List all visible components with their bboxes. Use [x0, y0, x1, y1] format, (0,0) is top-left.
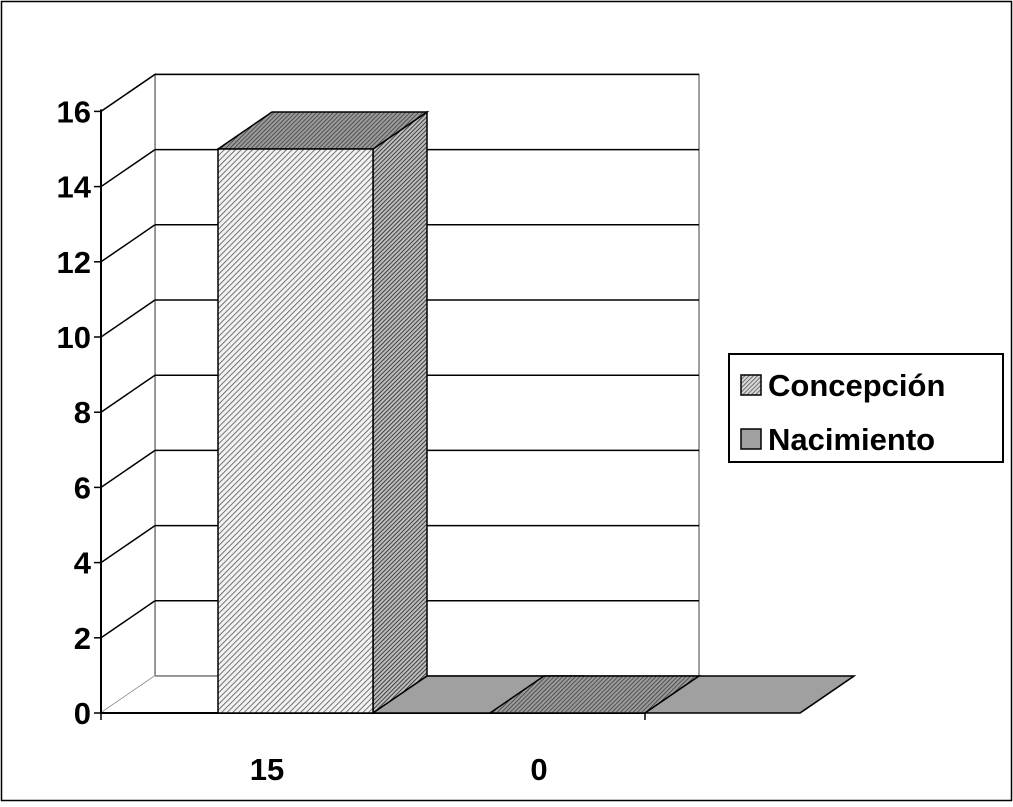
- gridline-side: [100, 600, 156, 639]
- legend-swatch-nacimiento: [740, 428, 762, 450]
- gridline-side: [100, 73, 156, 113]
- gridline-side: [100, 449, 156, 489]
- y-axis-tick-labels: 0 2 4 6 8 10 12 14 16: [57, 94, 92, 731]
- y-tick-label: 2: [74, 621, 91, 656]
- y-tick-label: 12: [57, 245, 91, 280]
- gridline-side: [100, 524, 156, 564]
- x-axis-category-labels: 15 0: [250, 752, 548, 787]
- gridline-side: [100, 299, 156, 338]
- y-tick-label: 6: [74, 470, 91, 505]
- gridline-side: [100, 374, 156, 413]
- y-tick-label: 14: [57, 170, 92, 205]
- legend-label-nacimiento: Nacimiento: [768, 422, 935, 457]
- gridline-side: [100, 148, 156, 188]
- y-tick-label: 0: [74, 696, 91, 731]
- y-tick-label: 16: [57, 94, 91, 129]
- legend-swatch-concepcion: [740, 374, 762, 396]
- y-tick-label: 4: [74, 546, 92, 581]
- gridline-side: [100, 224, 156, 263]
- bar-concepci-n-15: [217, 148, 374, 714]
- x-category-label: 0: [530, 752, 547, 787]
- bars: [215, 110, 857, 715]
- x-category-label: 15: [250, 752, 284, 787]
- y-tick-label: 10: [57, 320, 91, 355]
- legend-label-concepcion: Concepción: [768, 368, 945, 403]
- legend-box: [728, 353, 1004, 463]
- y-tick-label: 8: [74, 395, 91, 430]
- bar-side-concepci-n-15: [372, 110, 428, 715]
- bar-top-nacimiento-0: [642, 675, 857, 714]
- legend: Concepción Nacimiento: [728, 353, 1004, 463]
